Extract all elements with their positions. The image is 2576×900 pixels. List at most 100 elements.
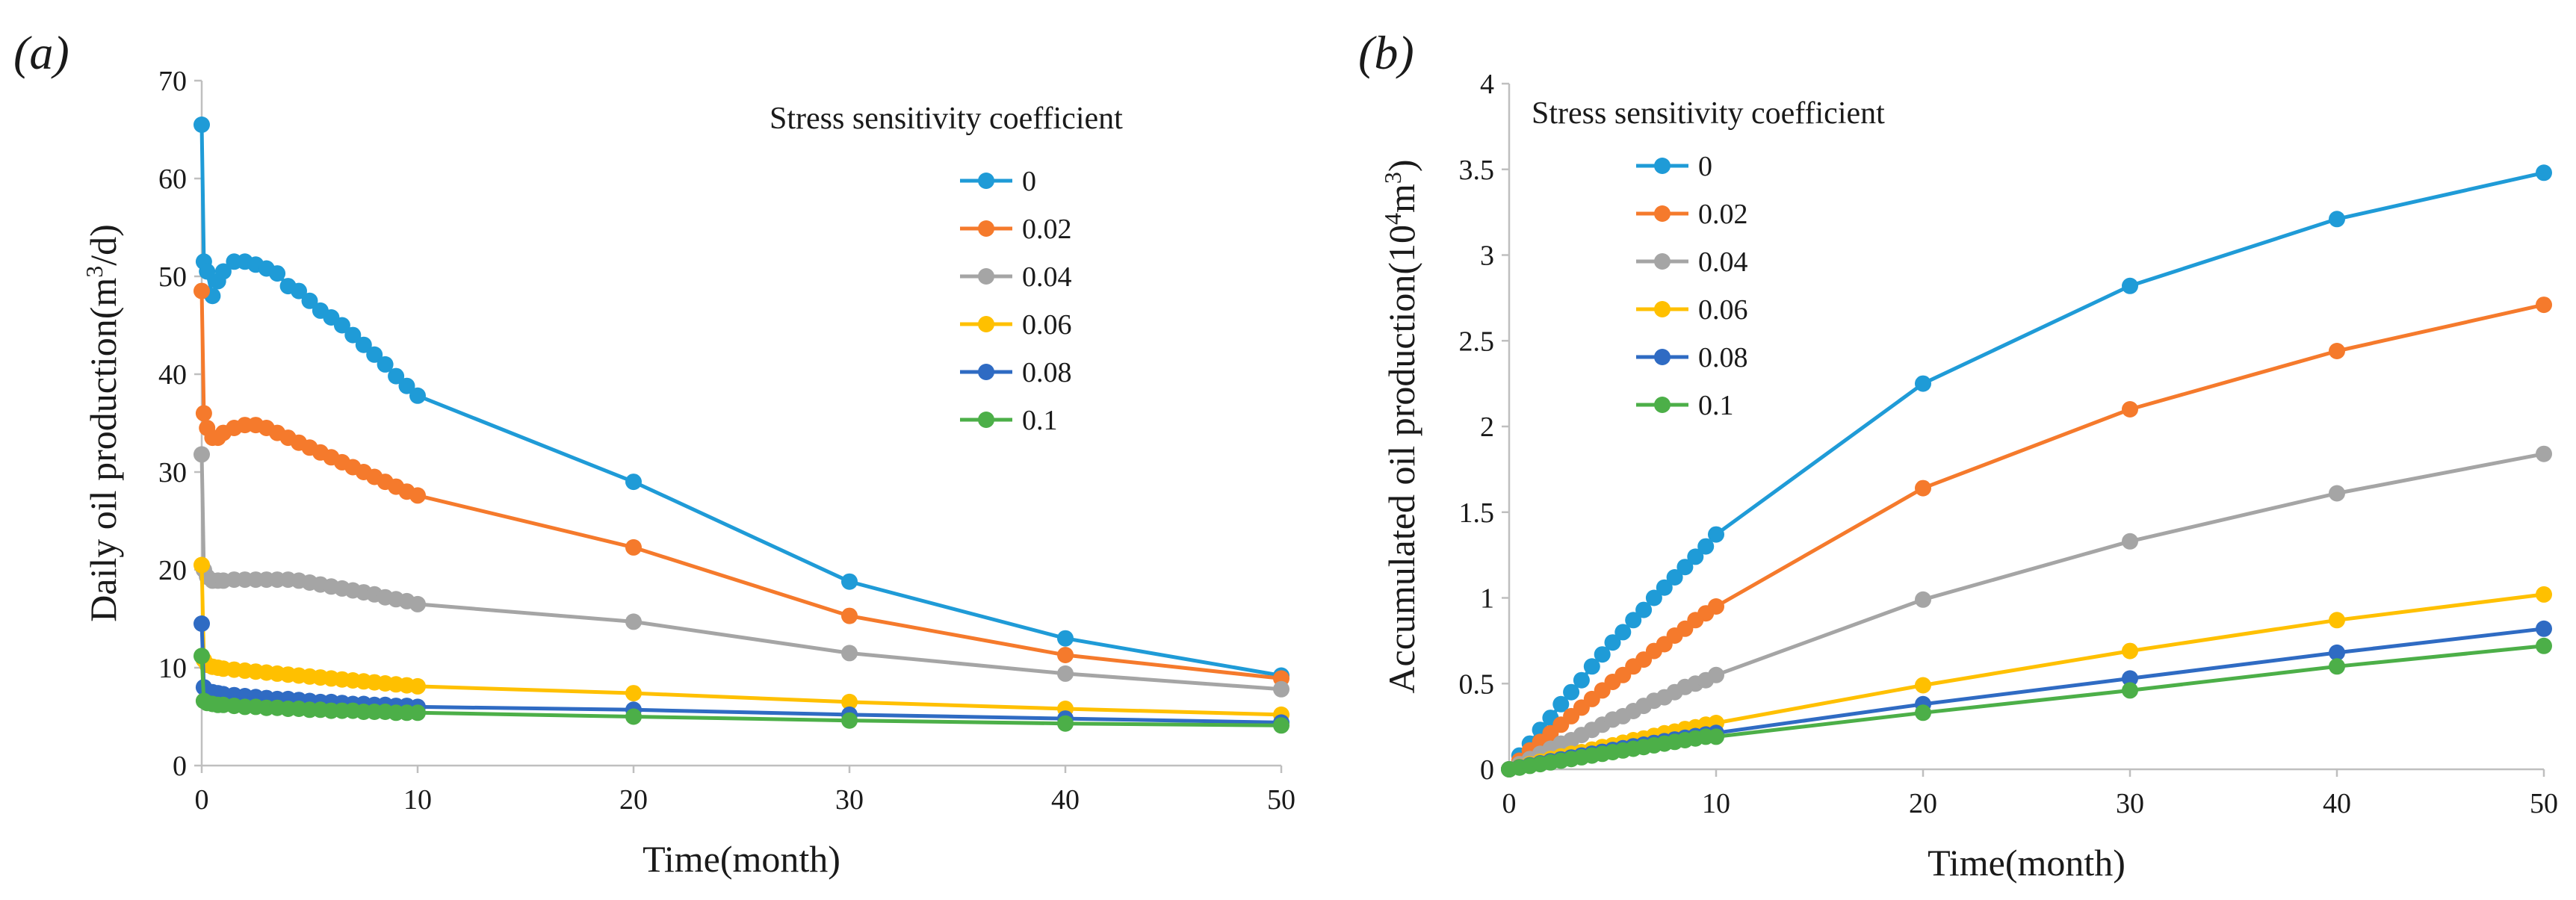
legend-item: 0.1 (1636, 390, 1734, 421)
data-point (409, 677, 426, 695)
series-line (199, 452, 1284, 692)
x-tick-label: 0 (195, 784, 209, 816)
y-tick-label: 1.5 (1459, 497, 1495, 529)
data-point (409, 387, 426, 404)
data-point (2122, 533, 2138, 550)
legend-label: 0.06 (1022, 309, 1072, 341)
data-point (199, 263, 216, 280)
data-point (625, 613, 642, 630)
data-point (1583, 658, 1600, 675)
data-point (1687, 548, 1704, 565)
legend-swatch-marker (978, 364, 994, 380)
data-point (1057, 647, 1074, 663)
legend-item: 0.06 (960, 309, 1072, 341)
data-point (195, 405, 212, 422)
y-tick-label: 50 (158, 261, 187, 293)
panel-label: (b) (1358, 26, 1414, 79)
series-0.06 (193, 556, 1289, 723)
data-point (355, 336, 372, 353)
series-0 (1501, 164, 2552, 778)
legend-label: 0.08 (1022, 357, 1072, 388)
y-tick-label: 2.5 (1459, 326, 1495, 357)
legend-label: 0.04 (1022, 261, 1072, 293)
legend-swatch-marker (1654, 301, 1671, 317)
data-point (2122, 682, 2138, 699)
x-axis-title: Time(month) (1928, 842, 2125, 884)
data-point (1635, 601, 1653, 618)
data-point (193, 282, 210, 300)
series-line (1507, 452, 2546, 772)
legend-item: 0.08 (1636, 342, 1748, 373)
data-point (841, 607, 858, 624)
data-point (1915, 480, 1931, 497)
legend-label: 0.1 (1698, 390, 1734, 421)
x-tick-label: 40 (2323, 788, 2351, 819)
legend-label: 0.02 (1022, 214, 1072, 245)
legend-item: 0.02 (1636, 199, 1748, 230)
y-tick-label: 0 (1480, 754, 1494, 786)
y-tick-label: 0.5 (1459, 668, 1495, 700)
data-point (1057, 630, 1074, 647)
legend-title: Stress sensitivity coefficient (770, 102, 1123, 136)
data-point (269, 265, 286, 282)
data-point (1915, 375, 1931, 392)
x-axis-title: Time(month) (643, 838, 840, 880)
series-0.1 (1501, 637, 2552, 778)
data-point (366, 346, 383, 363)
x-tick-label: 40 (1051, 784, 1080, 816)
legend-label: 0.06 (1698, 294, 1748, 326)
legend-label: 0 (1698, 151, 1712, 182)
data-point (841, 573, 858, 590)
y-tick-label: 60 (158, 164, 187, 195)
data-point (193, 648, 210, 665)
data-point (301, 292, 318, 309)
data-point (2329, 485, 2345, 502)
data-point (1563, 683, 1580, 701)
legend-label: 0.02 (1698, 199, 1748, 230)
data-point (1708, 728, 1724, 745)
legend-item: 0 (1636, 151, 1712, 182)
legend-swatch-marker (1654, 205, 1671, 222)
legend-item: 0.04 (960, 261, 1072, 293)
legend-title: Stress sensitivity coefficient (1532, 96, 1885, 131)
series-0.02 (193, 282, 1289, 687)
x-tick-label: 50 (1267, 784, 1295, 816)
data-point (1057, 715, 1074, 732)
legend-label: 0.08 (1698, 342, 1748, 373)
data-point (398, 377, 415, 394)
x-tick-label: 30 (2116, 788, 2144, 819)
chart-panel-b: (b)00.511.522.533.540 10 20 30 40 50Time(mont… (1358, 26, 2558, 884)
data-point (2122, 277, 2138, 294)
series-0.04 (193, 446, 1289, 698)
data-point (1708, 526, 1724, 543)
data-point (1656, 579, 1673, 596)
data-point (625, 685, 642, 702)
data-point (1708, 666, 1724, 683)
data-point (1666, 569, 1683, 586)
legend-swatch-marker (1654, 253, 1671, 270)
data-point (2122, 670, 2138, 687)
data-point (841, 712, 858, 729)
legend-swatch-marker (978, 220, 994, 237)
y-tick-label: 4 (1480, 69, 1494, 100)
x-tick-label: 0 (1502, 788, 1517, 819)
data-point (2536, 637, 2552, 654)
data-point (2122, 642, 2138, 660)
y-axis-title: Daily oil production(m3/d) (81, 224, 124, 622)
data-point (1915, 591, 1931, 608)
data-point (2536, 164, 2552, 181)
legend-label: 0.1 (1022, 405, 1058, 436)
series-0.02 (1501, 297, 2552, 778)
data-point (1915, 704, 1931, 721)
legend-swatch-marker (1654, 397, 1671, 413)
data-point (1057, 665, 1074, 682)
series-0.1 (193, 648, 1289, 734)
data-point (2329, 211, 2345, 228)
legend-swatch-marker (1654, 349, 1671, 365)
data-point (344, 326, 362, 344)
legend-swatch-marker (1654, 158, 1671, 174)
data-point (2536, 445, 2552, 462)
y-tick-label: 3 (1480, 240, 1494, 272)
data-point (1552, 695, 1570, 713)
legend-label: 0.04 (1698, 246, 1748, 278)
